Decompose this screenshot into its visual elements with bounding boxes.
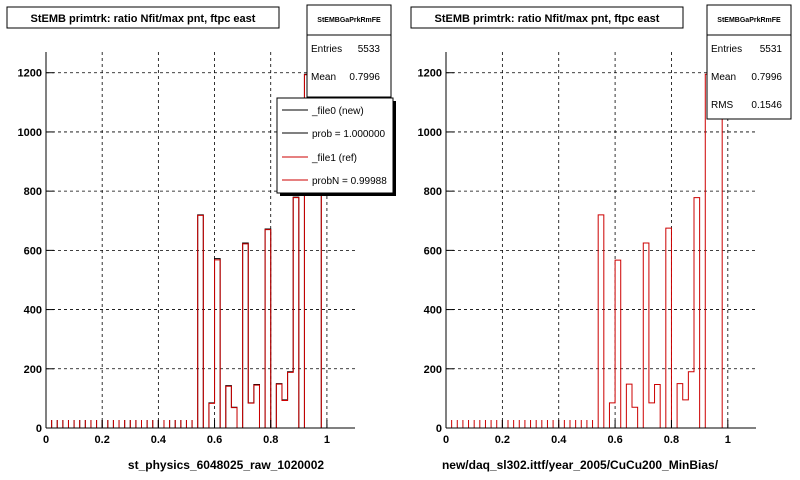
histogram-series (446, 73, 756, 429)
axes: 0 0.2 0.4 0.6 0.8 1 0 200 400 600 800 1000 1200 (418, 52, 756, 446)
x-axis-label: st_physics_6048025_raw_1020002 (128, 458, 324, 472)
right-pad: StEMB primtrk: ratio Nfit/max pnt, ftpc … (410, 4, 792, 472)
legend-entry-file0: _file0 (new) (311, 106, 364, 117)
legend-entry-probn: probN = 0.99988 (312, 176, 387, 187)
legend: _file0 (new) prob = 1.000000 _file1 (ref… (276, 97, 396, 196)
y-tick-label: 1200 (418, 68, 442, 80)
stats-header: StEMBGaPrkRmFE (317, 17, 381, 24)
stats-label-entries: Entries (711, 44, 742, 55)
y-tick-label: 200 (424, 364, 442, 376)
stats-label-mean: Mean (311, 72, 336, 83)
y-tick-label: 800 (424, 186, 442, 198)
x-tick-label: 1 (324, 434, 330, 446)
x-tick-label: 0.6 (207, 434, 222, 446)
x-tick-label: 0 (443, 434, 449, 446)
y-tick-label: 400 (424, 305, 442, 317)
x-tick-label: 0.6 (607, 434, 622, 446)
y-tick-label: 800 (24, 186, 42, 198)
y-tick-label: 1200 (18, 68, 42, 80)
y-tick-label: 0 (36, 423, 42, 435)
stats-value-entries: 5533 (358, 44, 381, 55)
stats-header: StEMBGaPrkRmFE (717, 17, 781, 24)
legend-entry-prob: prob = 1.000000 (312, 129, 386, 140)
x-tick-label: 1 (725, 434, 731, 446)
y-tick-label: 600 (24, 245, 42, 257)
x-tick-label: 0 (43, 434, 49, 446)
x-axis-label: new/daq_sl302.ittf/year_2005/CuCu200_Min… (442, 458, 719, 472)
x-tick-label: 0.8 (664, 434, 679, 446)
stats-box: StEMBGaPrkRmFE Entries 5533 Mean 0.7996 (306, 4, 392, 98)
x-tick-label: 0.4 (151, 434, 167, 446)
left-pad: StEMB primtrk: ratio Nfit/max pnt, ftpc … (6, 4, 396, 472)
y-tick-label: 0 (436, 423, 442, 435)
x-tick-label: 0.2 (495, 434, 510, 446)
stats-label-rms: RMS (711, 100, 734, 111)
x-tick-label: 0.4 (551, 434, 567, 446)
y-tick-label: 200 (24, 364, 42, 376)
y-tick-label: 600 (424, 245, 442, 257)
y-tick-label: 1000 (18, 127, 42, 139)
stats-value-entries: 5531 (760, 44, 783, 55)
histograms (45, 73, 355, 429)
stats-value-mean: 0.7996 (751, 72, 782, 83)
stats-label-entries: Entries (311, 44, 342, 55)
legend-entry-file1: _file1 (ref) (311, 153, 357, 164)
chart-title: StEMB primtrk: ratio Nfit/max pnt, ftpc … (435, 13, 660, 25)
title-box: StEMB primtrk: ratio Nfit/max pnt, ftpc … (410, 6, 684, 29)
title-box: StEMB primtrk: ratio Nfit/max pnt, ftpc … (6, 6, 280, 29)
y-tick-label: 400 (24, 305, 42, 317)
stats-box: StEMBGaPrkRmFE Entries 5531 Mean 0.7996 … (706, 4, 792, 120)
axes: 0 0.2 0.4 0.6 0.8 1 0 200 400 600 800 1000 1200 (18, 52, 355, 446)
chart-title: StEMB primtrk: ratio Nfit/max pnt, ftpc … (31, 13, 256, 25)
stats-value-mean: 0.7996 (349, 72, 380, 83)
stats-label-mean: Mean (711, 72, 736, 83)
stats-value-rms: 0.1546 (751, 100, 782, 111)
x-tick-label: 0.8 (263, 434, 278, 446)
histogram-series (46, 74, 355, 429)
y-tick-label: 1000 (418, 127, 442, 139)
x-tick-label: 0.2 (95, 434, 110, 446)
histograms (445, 73, 756, 429)
